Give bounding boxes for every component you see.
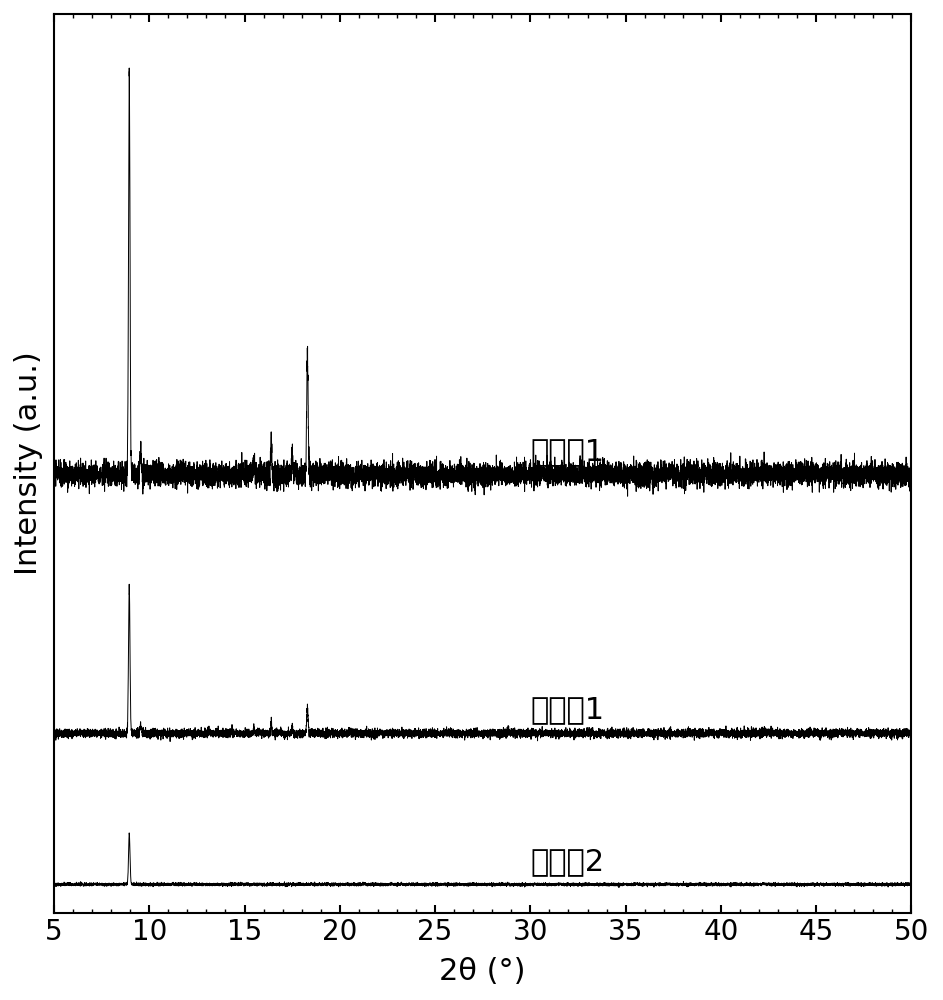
Text: 对比例2: 对比例2	[530, 847, 604, 876]
X-axis label: 2θ (°): 2θ (°)	[439, 957, 526, 986]
Text: 实施例1: 实施例1	[530, 437, 604, 466]
Y-axis label: Intensity (a.u.): Intensity (a.u.)	[14, 352, 42, 575]
Text: 对比例1: 对比例1	[530, 696, 604, 725]
